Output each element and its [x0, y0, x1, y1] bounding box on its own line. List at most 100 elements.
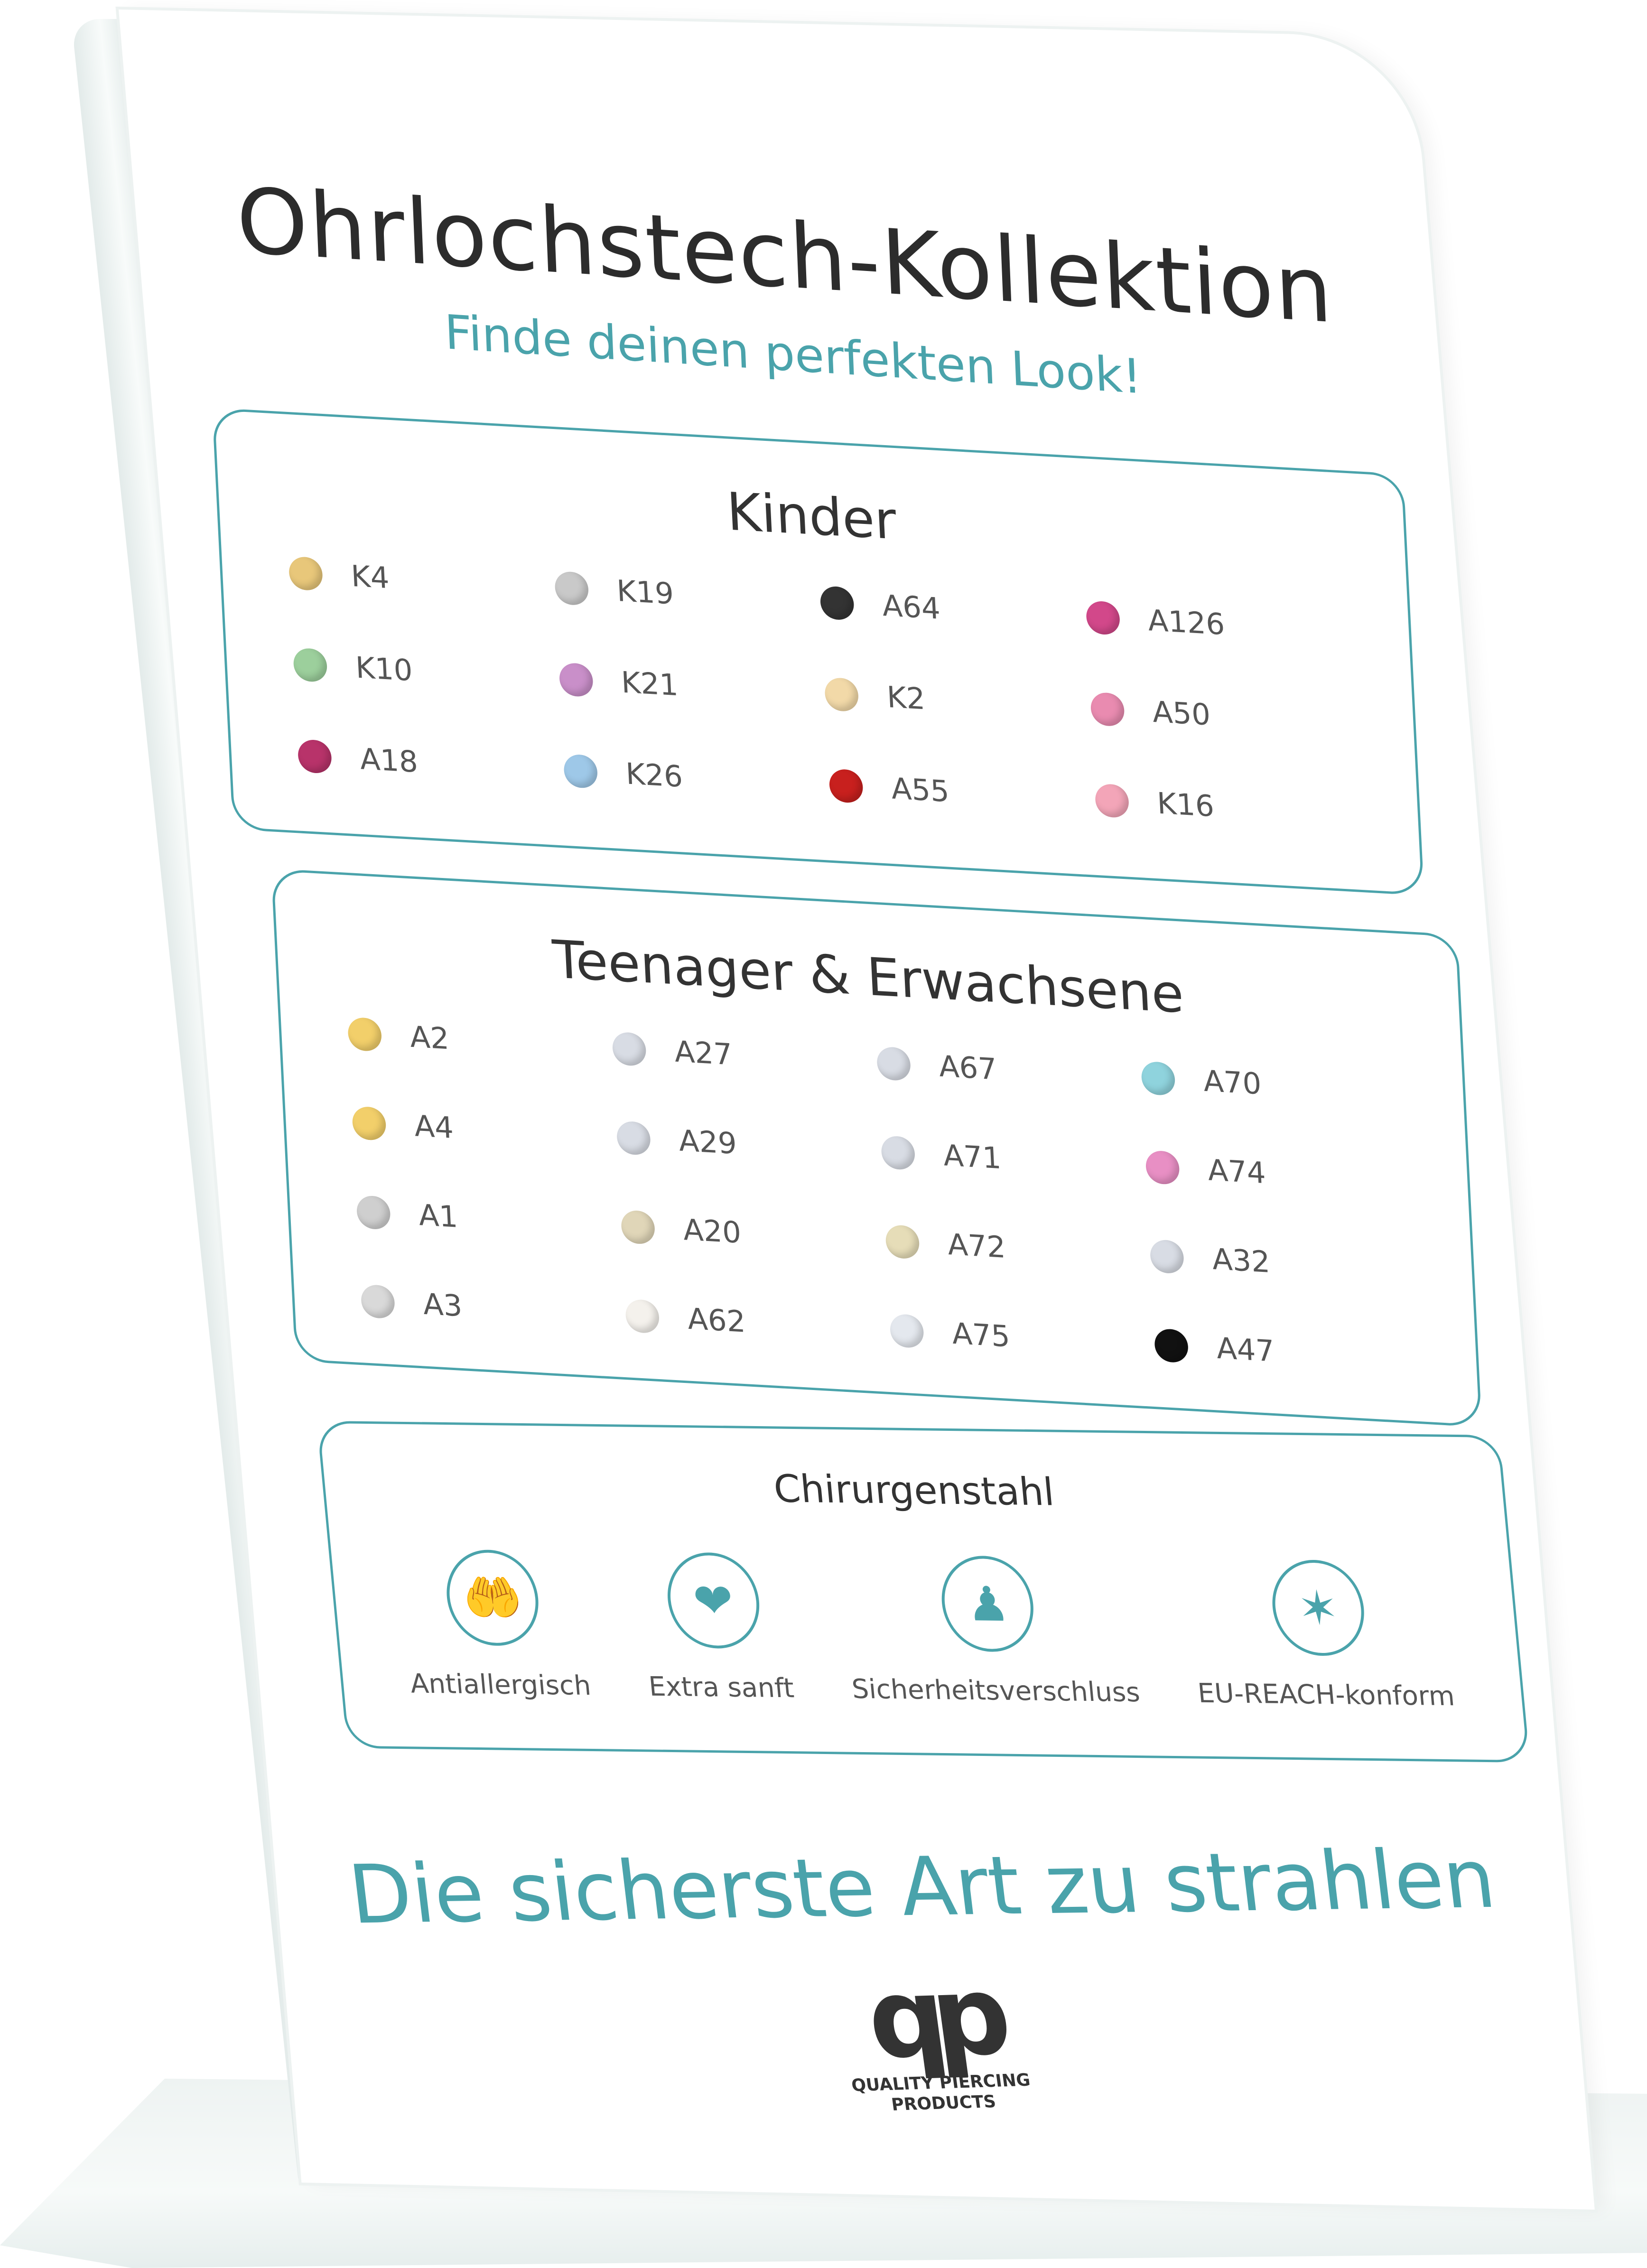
crystal-icon: [616, 1120, 651, 1156]
seal-glyph: 🤲: [460, 1569, 525, 1626]
clasp-icon: ♟: [938, 1555, 1038, 1652]
flower-icon: [554, 570, 589, 606]
product-item: A75: [889, 1313, 1155, 1362]
teen-grid: A2 A27 A67 A70 A4 A29 A71 A74 A1 A20 A72 A32 A3 A62 A7…: [279, 974, 1477, 1380]
seal: ❤ Extra sanft: [636, 1552, 795, 1704]
seal-glyph: ♟: [964, 1576, 1012, 1632]
product-item: A20: [620, 1209, 887, 1258]
seal-label: Extra sanft: [647, 1671, 796, 1704]
pearl-icon: [624, 1298, 660, 1334]
ladybug-icon: [828, 768, 864, 803]
square-crystal-icon: [880, 1135, 916, 1170]
product-item: K4: [288, 555, 555, 605]
seal-glyph: ❤: [690, 1572, 736, 1629]
product-item: K21: [558, 662, 826, 711]
kinder-section: Kinder K4 K19 A64 A126 K10 K21 K2 A50 A18 K26 A55 K…: [212, 408, 1424, 896]
teen-section: Teenager & Erwachsene A2 A27 A67 A70 A4 A29 A7…: [271, 868, 1482, 1428]
product-code: A20: [682, 1212, 742, 1250]
butterfly-icon: [292, 647, 328, 682]
product-item: K2: [824, 676, 1091, 726]
seal-label: Sicherheitsverschluss: [850, 1673, 1142, 1708]
product-code: K21: [620, 664, 679, 703]
product-code: K2: [886, 679, 926, 717]
product-item: A126: [1085, 599, 1352, 649]
product-code: A18: [359, 741, 419, 780]
gold-ball-icon: [352, 1105, 387, 1141]
product-code: K26: [624, 756, 684, 794]
crystal-icon: [612, 1031, 647, 1066]
crystal-cluster-icon: [620, 1209, 656, 1245]
product-code: A32: [1211, 1241, 1271, 1279]
product-code: A74: [1207, 1152, 1267, 1191]
unicorn-icon: [1085, 600, 1120, 635]
product-code: A50: [1152, 694, 1211, 732]
slogan: Die sicherste Art zu strahlen: [344, 1832, 1500, 1942]
seal-label: Antiallergisch: [409, 1668, 593, 1702]
seal: ♟ Sicherheitsverschluss: [839, 1554, 1141, 1708]
hands-icon: 🤲: [442, 1549, 543, 1646]
product-item: K10: [292, 646, 560, 696]
product-code: K4: [350, 558, 391, 596]
product-code: K10: [354, 650, 414, 688]
seal-row: 🤲 Antiallergisch ❤ Extra sanft ♟ Sicherheitsv…: [327, 1505, 1523, 1713]
seal: 🤲 Antiallergisch: [398, 1549, 592, 1701]
product-code: A2: [409, 1019, 450, 1056]
product-code: A27: [673, 1034, 734, 1072]
aqua-crystal-icon: [1141, 1061, 1176, 1096]
seal-glyph: ✶: [1295, 1580, 1341, 1636]
hearts-icon: ❤: [663, 1552, 763, 1649]
product-code: A67: [938, 1048, 998, 1087]
product-code: K16: [1156, 785, 1215, 824]
product-item: A18: [297, 738, 564, 787]
product-item: A70: [1141, 1060, 1407, 1110]
product-item: A2: [347, 1016, 614, 1065]
product-code: A29: [678, 1123, 738, 1161]
panda-icon: [819, 585, 855, 621]
product-code: K19: [615, 573, 675, 611]
product-code: A64: [881, 588, 941, 626]
product-code: A75: [951, 1316, 1011, 1354]
product-item: A29: [616, 1120, 882, 1169]
product-item: A74: [1145, 1149, 1411, 1198]
product-item: A67: [876, 1045, 1143, 1095]
product-item: A50: [1089, 691, 1357, 740]
product-code: A70: [1202, 1063, 1262, 1101]
seal: ✶ EU-REACH-konform: [1185, 1559, 1456, 1712]
product-code: A47: [1216, 1330, 1275, 1369]
product-item: K16: [1094, 782, 1361, 831]
star-crystal-icon: [1149, 1239, 1185, 1274]
product-item: A62: [624, 1298, 891, 1347]
flower-icon: [563, 753, 598, 789]
butterfly-icon: [288, 556, 324, 591]
product-item: A71: [880, 1134, 1147, 1184]
product-item: A72: [885, 1223, 1151, 1273]
black-stone-icon: [1154, 1328, 1189, 1363]
square-crystal-icon: [889, 1313, 925, 1349]
flower-icon: [1089, 691, 1125, 727]
display-board: Ohrlochstech-Kollektion Finde deinen per…: [119, 9, 1595, 2210]
product-code: A4: [413, 1108, 455, 1146]
flower-icon: [558, 662, 594, 697]
product-item: A1: [356, 1194, 622, 1243]
square-crystal-icon: [885, 1224, 920, 1260]
seal-label: EU-REACH-konform: [1196, 1678, 1456, 1712]
product-item: K19: [554, 570, 821, 619]
product-code: A55: [890, 771, 950, 809]
square-crystal-icon: [876, 1046, 912, 1081]
product-item: A64: [819, 585, 1087, 634]
bunny-icon: [824, 677, 859, 712]
product-code: A3: [422, 1287, 463, 1324]
product-item: A4: [352, 1105, 618, 1154]
product-item: K26: [563, 753, 830, 802]
product-item: A27: [612, 1031, 878, 1080]
butterfly-icon: [297, 738, 333, 774]
pink-crystal-icon: [1145, 1149, 1180, 1185]
product-code: A72: [947, 1227, 1007, 1265]
gold-ball-icon: [347, 1017, 382, 1052]
steel-section: Chirurgenstahl 🤲 Antiallergisch ❤ Extra san…: [316, 1420, 1530, 1763]
eu-stars-icon: ✶: [1268, 1559, 1368, 1657]
silver-ball-icon: [360, 1284, 396, 1319]
silver-ball-icon: [356, 1195, 391, 1230]
product-item: A55: [828, 767, 1096, 817]
product-item: A32: [1149, 1238, 1415, 1288]
